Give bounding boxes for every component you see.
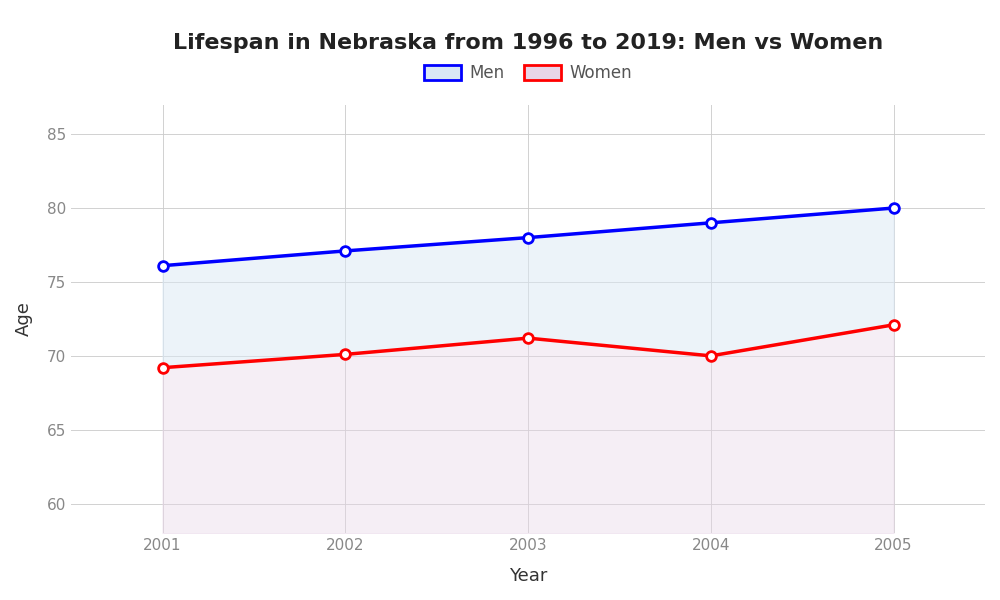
X-axis label: Year: Year [509, 567, 547, 585]
Y-axis label: Age: Age [15, 301, 33, 337]
Title: Lifespan in Nebraska from 1996 to 2019: Men vs Women: Lifespan in Nebraska from 1996 to 2019: … [173, 33, 883, 53]
Legend: Men, Women: Men, Women [418, 57, 639, 88]
